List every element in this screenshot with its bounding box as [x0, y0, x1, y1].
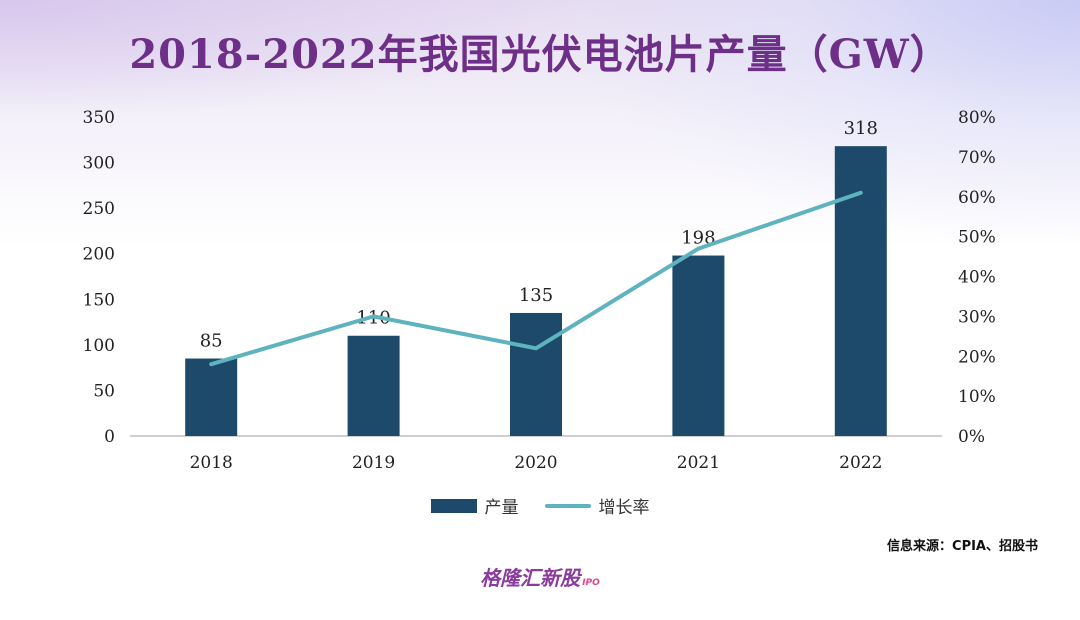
legend-bar-label: 产量 — [484, 498, 519, 518]
bar-2021 — [672, 255, 725, 436]
growth-rate-line — [209, 190, 863, 367]
x-axis-ticks: 2018 2019 2020 2021 2022 — [190, 453, 883, 473]
right-tick-label: 0% — [958, 427, 985, 447]
source-note: 信息来源：CPIA、招股书 — [887, 539, 1038, 554]
x-tick-label: 2019 — [352, 453, 395, 473]
left-tick-label: 150 — [83, 290, 115, 310]
bar-2020 — [510, 312, 562, 436]
right-tick-label: 80% — [958, 108, 996, 128]
right-tick-label: 20% — [958, 347, 996, 367]
legend-line-swatch — [544, 503, 591, 508]
legend-bar-swatch — [430, 498, 477, 513]
right-tick-label: 60% — [958, 188, 996, 208]
bar-value-label: 85 — [200, 331, 223, 352]
right-tick-label: 10% — [958, 387, 996, 407]
bar-value-label: 318 — [844, 118, 878, 139]
right-tick-label: 70% — [958, 148, 996, 168]
chart-title: 2018-2022年我国光伏电池片产量（GW） — [129, 31, 951, 78]
x-tick-label: 2018 — [190, 453, 233, 473]
left-tick-label: 300 — [83, 154, 115, 174]
brand-logo: 格隆汇新股 IPO — [0, 562, 1080, 591]
bar-value-label: 135 — [519, 285, 553, 306]
brand-sub: IPO — [582, 578, 600, 588]
bar-2019 — [347, 335, 400, 436]
left-tick-label: 0 — [104, 427, 115, 447]
right-tick-label: 50% — [958, 228, 996, 248]
left-tick-label: 100 — [83, 336, 115, 356]
right-axis-ticks: 0% 10% 20% 30% 40% 50% 60% 70% 80% — [958, 108, 996, 447]
legend: 产量 增长率 — [0, 493, 1080, 518]
left-tick-label: 350 — [83, 108, 115, 128]
brand-name: 格隆汇新股 — [480, 566, 581, 590]
x-tick-label: 2022 — [839, 453, 882, 473]
legend-line-label: 增长率 — [598, 498, 650, 518]
x-tick-label: 2021 — [677, 453, 720, 473]
bar-2018 — [185, 358, 238, 436]
bar-value-label: 198 — [681, 228, 715, 249]
x-tick-label: 2020 — [514, 453, 557, 473]
left-tick-label: 200 — [83, 245, 115, 265]
bar-2022 — [834, 146, 887, 436]
left-tick-label: 250 — [83, 199, 115, 219]
left-axis-ticks: 0 50 100 150 200 250 300 350 — [83, 108, 115, 447]
right-tick-label: 30% — [958, 307, 996, 327]
left-tick-label: 50 — [93, 381, 115, 401]
right-tick-label: 40% — [958, 268, 996, 288]
legend-item-growth: 增长率 — [544, 493, 650, 518]
legend-item-production: 产量 — [430, 493, 519, 518]
